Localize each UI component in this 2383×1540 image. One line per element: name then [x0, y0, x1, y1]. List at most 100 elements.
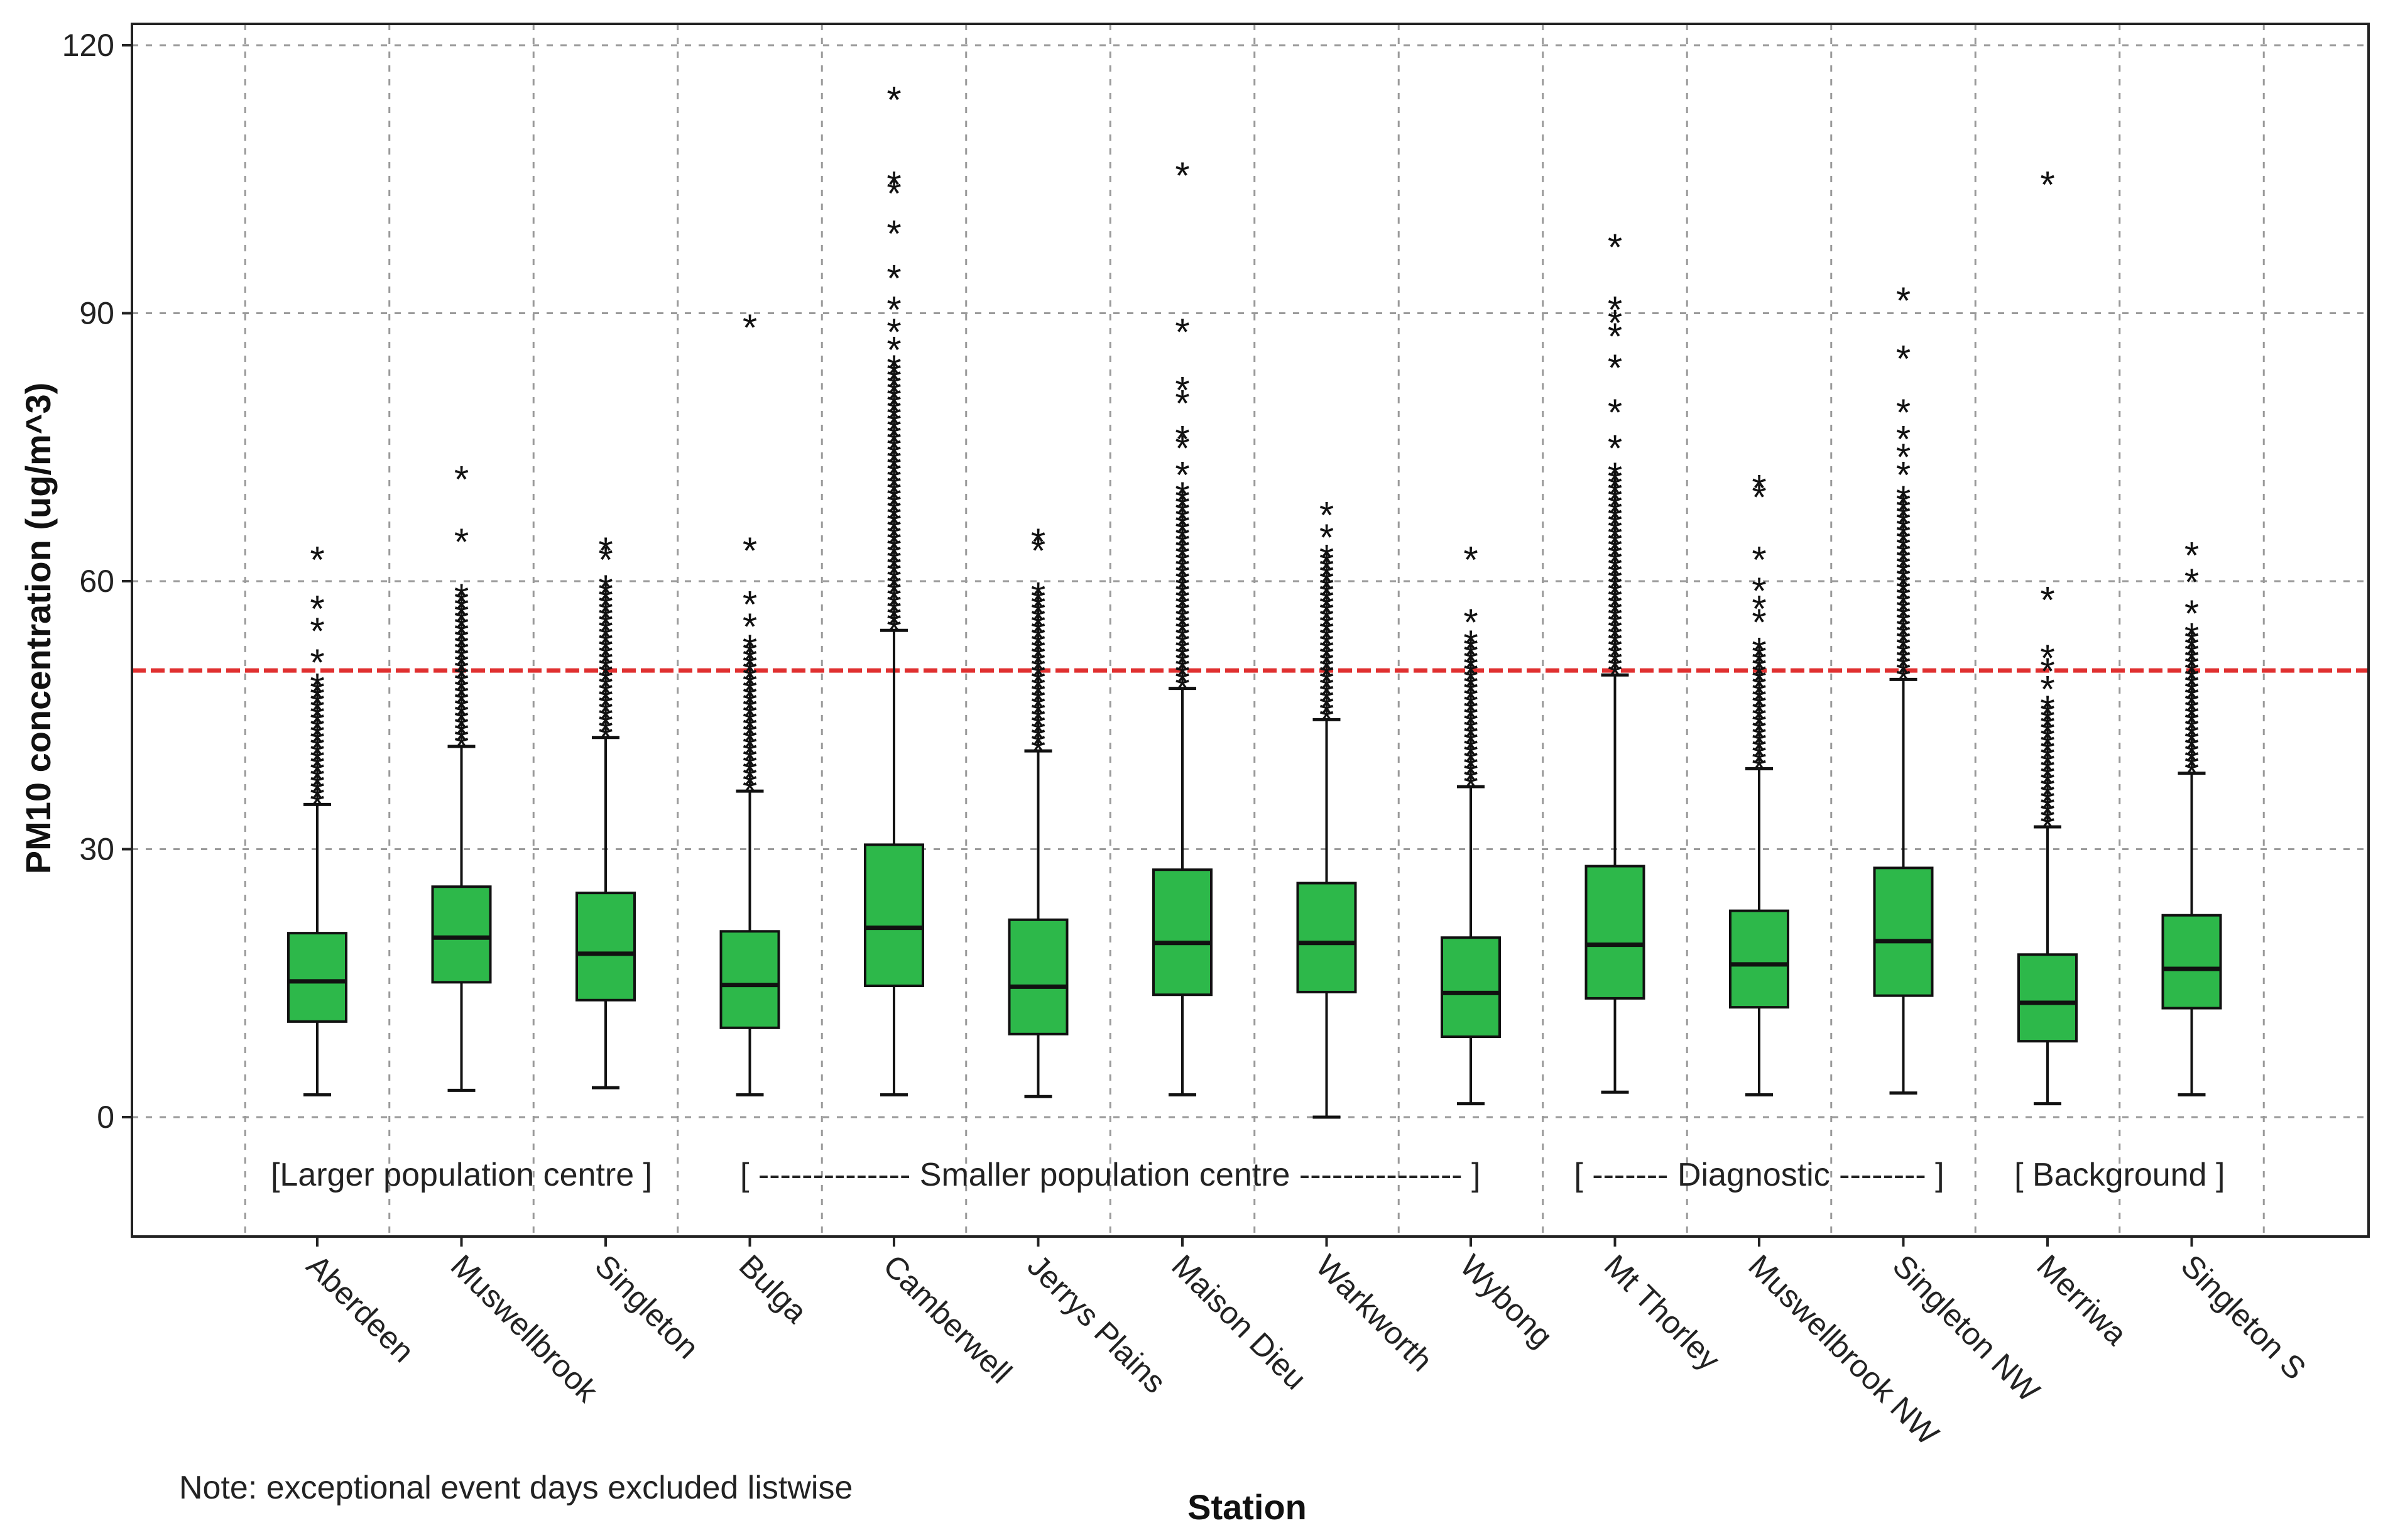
outlier-marker: * — [1608, 427, 1622, 469]
outlier-marker: * — [1896, 522, 1911, 564]
outlier-marker: * — [1896, 616, 1911, 658]
outlier-marker: * — [2040, 726, 2054, 768]
outlier-marker: * — [886, 460, 901, 502]
outlier-marker: * — [2040, 579, 2054, 621]
outlier-marker: * — [743, 530, 757, 572]
outlier-marker: * — [1319, 494, 1334, 536]
outlier-marker: * — [310, 538, 324, 581]
outlier-marker: * — [886, 423, 901, 465]
box-muswellbrook-nw: ************************** — [1729, 467, 1789, 1096]
outlier-marker: * — [1031, 574, 1045, 616]
outlier-marker: * — [1319, 555, 1334, 598]
outlier-marker: * — [2040, 707, 2054, 749]
outlier-marker: * — [454, 589, 469, 631]
outlier-marker: * — [2040, 713, 2054, 755]
outlier-marker: * — [1319, 662, 1334, 704]
outlier-marker: * — [1175, 506, 1189, 548]
outlier-marker: * — [1608, 288, 1622, 330]
outlier-marker: * — [1031, 650, 1045, 692]
box-iqr — [1729, 909, 1789, 1009]
outlier-marker: * — [2040, 769, 2054, 811]
box-bulga: **************************** — [719, 307, 780, 1096]
outlier-marker: * — [598, 580, 613, 622]
outlier-marker: * — [310, 778, 324, 820]
outlier-marker: * — [598, 574, 613, 616]
outlier-marker: * — [598, 611, 613, 653]
outlier-marker: * — [1175, 631, 1189, 673]
outlier-marker: * — [454, 720, 469, 762]
outlier-marker: * — [2184, 561, 2199, 603]
outlier-marker: * — [598, 636, 613, 678]
outlier-marker: * — [598, 630, 613, 672]
outlier-marker: * — [1031, 693, 1045, 735]
outlier-marker: * — [743, 727, 757, 769]
outlier-marker: * — [454, 664, 469, 706]
outlier-marker: * — [598, 593, 613, 635]
outlier-marker: * — [886, 429, 901, 471]
outlier-marker: * — [1463, 629, 1478, 671]
outlier-marker: * — [886, 542, 901, 584]
outlier-marker: * — [743, 606, 757, 648]
outlier-marker: * — [1608, 636, 1622, 678]
outlier-marker: * — [310, 709, 324, 751]
box-warkworth: ***************************** — [1296, 494, 1357, 1119]
outlier-marker: * — [310, 684, 324, 726]
outlier-marker: * — [743, 640, 757, 682]
outlier-marker: * — [1752, 711, 1766, 753]
outlier-marker: * — [1608, 593, 1622, 635]
outlier-marker: * — [2184, 641, 2199, 683]
outlier-marker: * — [1463, 748, 1478, 790]
outlier-marker: * — [1175, 625, 1189, 667]
outlier-marker: * — [454, 576, 469, 618]
box-iqr — [1584, 865, 1645, 1000]
outlier-marker: * — [1031, 656, 1045, 698]
outlier-marker: * — [1608, 467, 1622, 510]
outlier-marker: * — [1319, 537, 1334, 579]
outlier-marker: * — [2184, 753, 2199, 795]
outlier-marker: * — [598, 624, 613, 666]
outlier-marker: * — [1175, 418, 1189, 461]
chart-note: Note: exceptional event days excluded li… — [179, 1470, 853, 1506]
box-wybong: ************************** — [1441, 538, 1501, 1106]
outlier-marker: * — [454, 701, 469, 743]
outlier-marker: * — [1175, 531, 1189, 573]
outlier-marker: * — [743, 307, 757, 349]
outlier-marker: * — [886, 173, 901, 215]
outlier-marker: * — [1031, 587, 1045, 629]
outlier-marker: * — [743, 658, 757, 701]
outlier-marker: * — [1608, 498, 1622, 540]
box-iqr — [1441, 936, 1501, 1039]
outlier-marker: * — [886, 504, 901, 546]
outlier-marker: * — [310, 672, 324, 714]
outlier-marker: * — [1896, 622, 1911, 664]
outlier-marker: * — [886, 366, 901, 408]
outlier-marker: * — [1175, 555, 1189, 598]
outlier-marker: * — [1896, 338, 1911, 380]
outlier-marker: * — [1896, 553, 1911, 595]
outlier-marker: * — [1031, 681, 1045, 723]
outlier-marker: * — [310, 741, 324, 783]
outlier-marker: * — [1463, 754, 1478, 796]
outlier-marker: * — [1608, 226, 1622, 268]
outlier-marker: * — [886, 529, 901, 571]
box-aberdeen: ************************ — [287, 538, 347, 1096]
outlier-marker: * — [598, 538, 613, 581]
outlier-marker: * — [1319, 574, 1334, 616]
outlier-marker: * — [1463, 685, 1478, 728]
outlier-marker: * — [886, 454, 901, 496]
outlier-marker: * — [2040, 637, 2054, 679]
y-tick-label-0: 0 — [97, 1100, 114, 1135]
plot-frame — [131, 23, 2370, 1238]
outlier-marker: * — [1031, 724, 1045, 767]
outlier-marker: * — [1608, 523, 1622, 565]
outlier-marker: * — [1175, 487, 1189, 529]
outlier-marker: * — [1752, 674, 1766, 716]
outlier-marker: * — [1608, 517, 1622, 559]
outlier-marker: * — [886, 373, 901, 415]
outlier-marker: * — [2184, 616, 2199, 658]
box-singleton: *************************** — [575, 530, 636, 1089]
outlier-marker: * — [743, 765, 757, 807]
outlier-marker: * — [886, 604, 901, 646]
outlier-marker: * — [2040, 650, 2054, 692]
box-iqr — [2161, 914, 2222, 1010]
